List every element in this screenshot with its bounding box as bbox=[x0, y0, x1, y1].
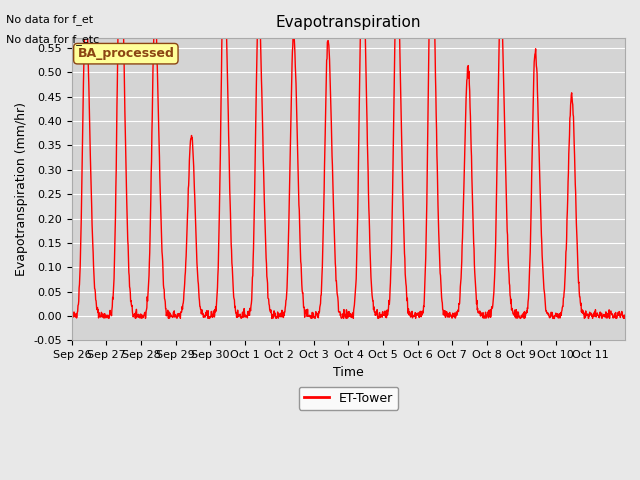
X-axis label: Time: Time bbox=[333, 366, 364, 379]
Legend: ET-Tower: ET-Tower bbox=[299, 387, 398, 410]
Text: BA_processed: BA_processed bbox=[77, 47, 174, 60]
Text: No data for f_et: No data for f_et bbox=[6, 14, 93, 25]
Title: Evapotranspiration: Evapotranspiration bbox=[276, 15, 421, 30]
Text: No data for f_etc: No data for f_etc bbox=[6, 34, 100, 45]
Y-axis label: Evapotranspiration (mm/hr): Evapotranspiration (mm/hr) bbox=[15, 102, 28, 276]
